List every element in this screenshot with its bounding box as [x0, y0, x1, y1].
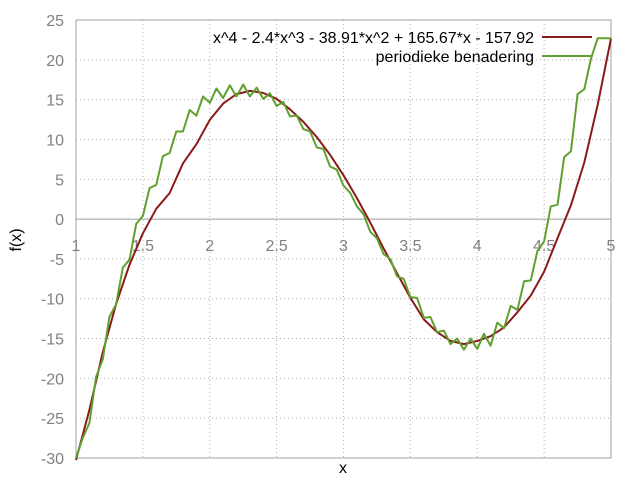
x-tick-labels: 1 1.5 2 2.5 3 3.5 4 4.5 5 [72, 238, 616, 255]
y-tick-label: -30 [41, 451, 64, 468]
y-tick-labels: -30 -25 -20 -15 -10 -5 0 5 10 15 20 25 [41, 13, 64, 468]
x-tick-label: 3 [339, 238, 348, 255]
y-tick-label: -15 [41, 332, 64, 349]
y-tick-label: 20 [46, 53, 64, 70]
y-tick-label: -5 [50, 252, 64, 269]
x-tick-label: 1.5 [132, 238, 154, 255]
y-tick-label: 0 [55, 212, 64, 229]
plot-frame [75, 19, 612, 459]
x-axis-title: x [339, 460, 347, 477]
legend: x^4 - 2.4*x^3 - 38.91*x^2 + 165.67*x - 1… [213, 30, 592, 66]
plot-border [75, 19, 612, 459]
y-tick-label: -25 [41, 411, 64, 428]
series-line-polynomial [75, 38, 612, 461]
y-tick-label: 25 [46, 13, 64, 30]
x-tick-label: 2 [205, 238, 214, 255]
y-tick-label: 10 [46, 132, 64, 149]
y-tick-label: 15 [46, 93, 64, 110]
y-axis-title: f(x) [8, 228, 25, 251]
y-tick-label: -10 [41, 292, 64, 309]
x-tick-label: 2.5 [266, 238, 288, 255]
legend-label-approximation: periodieke benadering [376, 49, 534, 66]
x-tick-label: 3.5 [399, 238, 421, 255]
series-layer [75, 37, 612, 461]
series-line-approximation [75, 37, 611, 459]
legend-label-polynomial: x^4 - 2.4*x^3 - 38.91*x^2 + 165.67*x - 1… [213, 30, 534, 47]
x-tick-label: 4 [473, 238, 482, 255]
x-tick-label: 5 [607, 238, 616, 255]
y-tick-label: 5 [55, 172, 64, 189]
x-tick-label: 1 [72, 238, 81, 255]
y-tick-label: -20 [41, 371, 64, 388]
